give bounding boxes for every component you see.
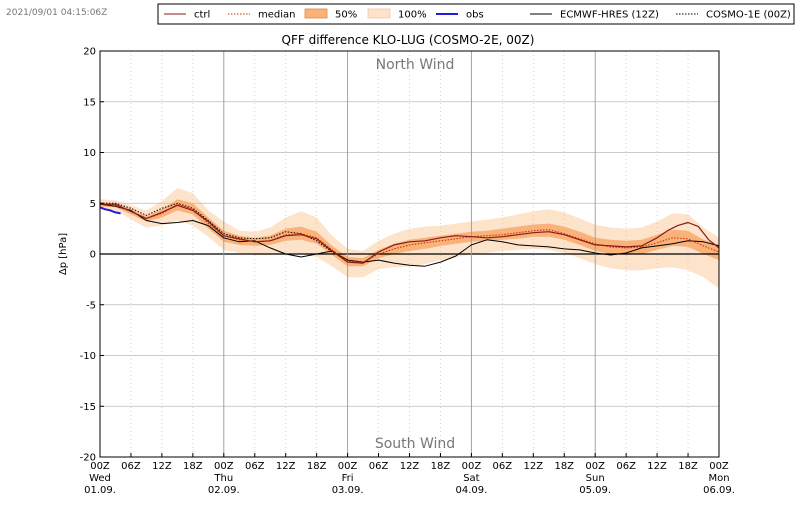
x-tick-label: 06Z (369, 461, 389, 472)
legend-swatch (367, 8, 391, 19)
legend: ctrl median 50% 100% obs ECMWF-HRES (12Z) COSM… (157, 3, 795, 25)
legend-label: 100% (398, 10, 427, 21)
legend-item-p50: 50% (304, 8, 357, 21)
x-tick-label: 00Z (462, 461, 482, 472)
x-tick-label: 12Z (400, 461, 420, 472)
x-tick-label: Sun (586, 473, 605, 484)
y-tick-label: -5 (86, 300, 96, 311)
x-tick-label: 18Z (678, 461, 698, 472)
y-axis-label: Δp [hPa] (58, 233, 69, 275)
y-tick-label: 5 (90, 199, 96, 210)
legend-label: obs (466, 10, 484, 21)
legend-item-median: median (228, 10, 296, 21)
legend-label: COSMO-1E (00Z) (706, 10, 791, 21)
legend-item-ecmwf: ECMWF-HRES (12Z) (530, 10, 659, 21)
x-tick-label: 06Z (121, 461, 141, 472)
x-tick-label: Sat (463, 473, 479, 484)
band-100pct (100, 188, 719, 289)
x-tick-label: Fri (342, 473, 354, 484)
x-tick-label: Thu (213, 473, 233, 484)
timestamp: 2021/09/01 04:15:06Z (6, 8, 107, 18)
x-tick-label: 06Z (245, 461, 265, 472)
x-tick-label: 06Z (493, 461, 513, 472)
legend-label: median (258, 10, 296, 21)
y-tick-label: 15 (83, 97, 96, 108)
y-tick-label: -20 (80, 453, 96, 464)
y-axis-ticks: -20 -15 -10 -5 0 5 10 15 20 (80, 47, 104, 464)
x-tick-label: 12Z (152, 461, 172, 472)
x-tick-label: Wed (89, 473, 111, 484)
x-tick-label: 18Z (183, 461, 203, 472)
x-tick-label: 18Z (307, 461, 327, 472)
x-tick-label: 12Z (524, 461, 544, 472)
y-tick-label: -10 (80, 351, 96, 362)
x-tick-label: 03.09. (332, 485, 364, 496)
x-tick-label: 05.09. (579, 485, 611, 496)
x-tick-label: 00Z (709, 461, 729, 472)
legend-label: ECMWF-HRES (12Z) (560, 10, 659, 21)
legend-item-p100: 100% (367, 8, 427, 21)
series-ecmwf (99, 203, 720, 267)
x-tick-label: 00Z (214, 461, 234, 472)
y-tick-label: 10 (83, 148, 96, 159)
y-tick-label: -15 (80, 402, 96, 413)
x-tick-label: 02.09. (208, 485, 240, 496)
x-tick-label: 00Z (90, 461, 110, 472)
series-ctrl (100, 203, 720, 264)
legend-swatch (304, 8, 328, 19)
legend-label: ctrl (194, 10, 210, 21)
y-tick-label: 0 (90, 250, 96, 261)
y-tick-label: 20 (83, 47, 96, 58)
chart-title: QFF difference KLO-LUG (COSMO-2E, 00Z) (282, 33, 535, 47)
annotation-south-wind: South Wind (375, 436, 455, 452)
plot-area (99, 50, 720, 458)
x-tick-label: 18Z (554, 461, 574, 472)
series-obs (99, 206, 121, 215)
series-lines (99, 202, 720, 267)
x-tick-label: 06.09. (703, 485, 735, 496)
x-tick-label: 12Z (647, 461, 667, 472)
x-tick-label: 00Z (338, 461, 358, 472)
x-tick-label: 12Z (276, 461, 296, 472)
x-tick-label: 01.09. (84, 485, 116, 496)
x-tick-label: 18Z (431, 461, 451, 472)
legend-item-ctrl: ctrl (164, 10, 210, 21)
grid (100, 51, 719, 457)
legend-item-cosmo1: COSMO-1E (00Z) (676, 10, 791, 21)
legend-label: 50% (335, 10, 357, 21)
annotation-north-wind: North Wind (376, 57, 455, 73)
x-tick-label: 00Z (585, 461, 605, 472)
x-tick-label: Mon (708, 473, 729, 484)
series-median (99, 203, 720, 263)
x-tick-label: 04.09. (455, 485, 487, 496)
x-tick-label: 06Z (616, 461, 636, 472)
legend-item-obs: obs (436, 10, 484, 21)
